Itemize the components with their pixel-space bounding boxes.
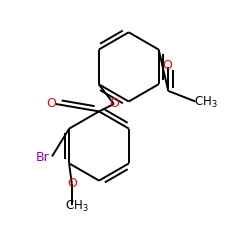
Text: Br: Br <box>36 151 50 164</box>
Text: O: O <box>46 98 56 110</box>
Text: O: O <box>162 59 172 72</box>
Text: O: O <box>109 98 119 110</box>
Text: O: O <box>67 177 77 190</box>
Text: CH$_3$: CH$_3$ <box>65 199 89 214</box>
Text: CH$_3$: CH$_3$ <box>194 95 218 110</box>
